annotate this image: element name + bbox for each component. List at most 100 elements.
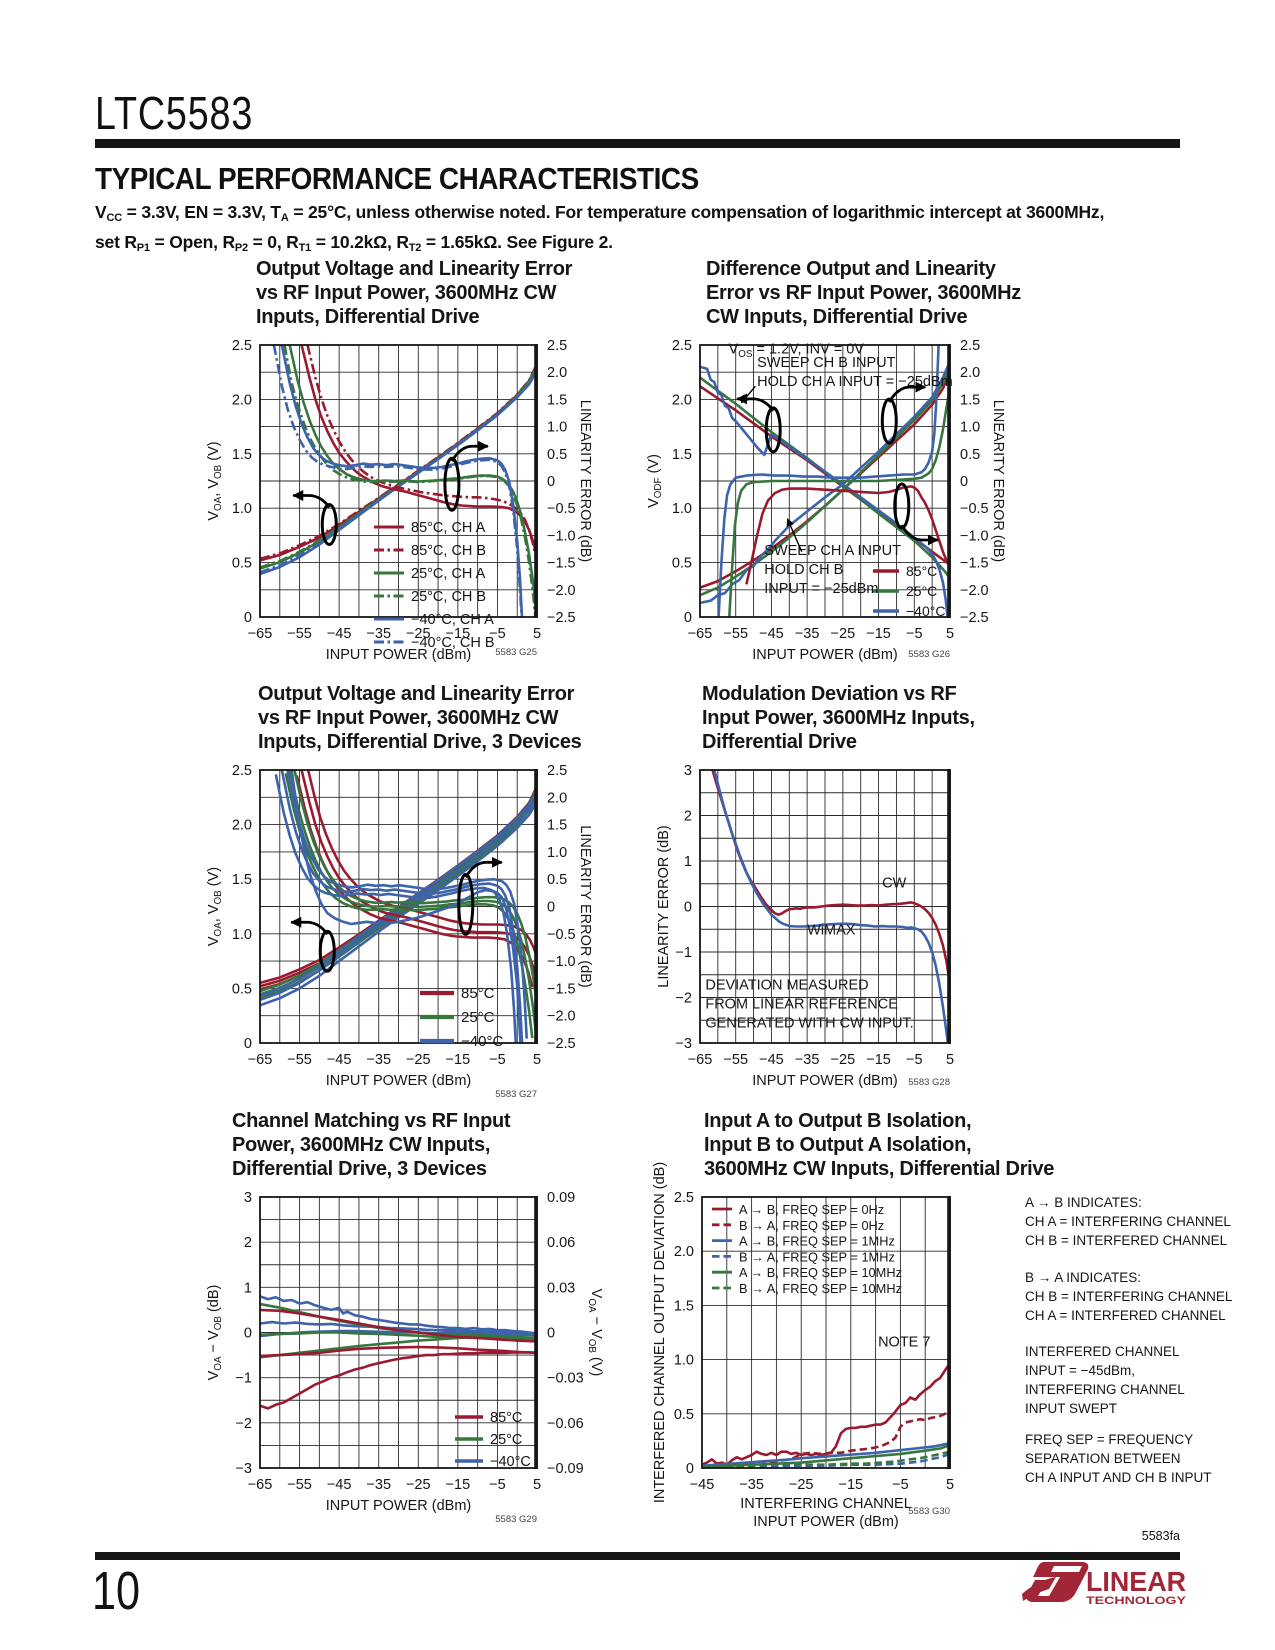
x-axis-title: INPUT POWER (dBm): [752, 1073, 898, 1089]
section-title: TYPICAL PERFORMANCE CHARACTERISTICS: [95, 161, 699, 196]
x-tick-label: −35: [795, 1052, 820, 1068]
series-g26-7: [728, 386, 950, 617]
y-left-tick-label: 0.5: [674, 1407, 694, 1423]
logo-mark-main: [1026, 1562, 1089, 1602]
y-left-axis-title: LINEARITY ERROR (dB): [656, 825, 672, 988]
y-right-tick-label: 1.5: [547, 818, 567, 834]
y-right-tick-label: −0.03: [547, 1371, 584, 1387]
x-tick-label: 5: [946, 626, 954, 642]
y-right-tick-label: −0.09: [547, 1461, 584, 1477]
annotation-text: INPUT = −25dBm: [764, 581, 878, 597]
series-group: [711, 770, 950, 1043]
chart-title-line: Difference Output and Linearity: [706, 258, 997, 280]
y-left-tick-label: 2.5: [232, 763, 252, 779]
y-right-tick-label: 2.5: [547, 763, 567, 779]
y-right-tick-label: 2.0: [547, 790, 567, 806]
y-left-tick-label: 2.0: [674, 1244, 694, 1260]
chart-title-line: Differential Drive, 3 Devices: [232, 1158, 487, 1180]
y-right-tick-label: −0.5: [547, 927, 576, 943]
series-group: [260, 1295, 537, 1410]
chart-code: 5583 G30: [908, 1506, 950, 1517]
y-right-tick-label: −1.5: [547, 556, 576, 572]
chart-title-line: Channel Matching vs RF Input: [232, 1110, 511, 1132]
chart-title-line: Input B to Output A Isolation,: [704, 1134, 971, 1156]
y-right-tick-label: 2.0: [547, 365, 567, 381]
y-left-tick-label: −3: [675, 1036, 692, 1052]
y-left-tick-label: 3: [684, 763, 692, 779]
x-axis-title: INPUT POWER (dBm): [752, 647, 898, 663]
header-rule: [95, 139, 1180, 148]
y-right-tick-label: 0: [547, 900, 555, 916]
x-axis-title: INPUT POWER (dBm): [753, 1514, 899, 1530]
legend-label: 25°C, CH B: [411, 589, 486, 605]
series-g27-5: [280, 770, 524, 1043]
y-right-tick-label: 0: [960, 474, 968, 490]
y-right-tick-label: −1.0: [547, 954, 576, 970]
y-right-tick-label: −1.0: [960, 528, 989, 544]
side-note-line: A → B INDICATES:: [1025, 1195, 1142, 1210]
annotation-text: WiMAX: [807, 923, 856, 939]
chart-title-line: vs RF Input Power, 3600MHz CW: [258, 707, 559, 729]
series-g27-3: [306, 770, 537, 962]
y-right-axis-title: LINEARITY ERROR (dB): [577, 825, 593, 988]
axis-flow-arrow: [292, 490, 331, 509]
series-g29-5: [260, 1335, 537, 1359]
y-left-tick-label: 2.0: [672, 392, 692, 408]
x-axis-title: INTERFERING CHANNEL: [740, 1496, 912, 1512]
chart-title-line: vs RF Input Power, 3600MHz CW: [256, 282, 557, 304]
chart-title-line: CW Inputs, Differential Drive: [706, 306, 968, 328]
legend-label: B → A, FREQ SEP = 1MHz: [739, 1249, 895, 1264]
x-tick-label: −15: [446, 626, 471, 642]
annotation-text: VOS = 1.2V, INV = 0V: [729, 342, 865, 360]
series-g26-2: [700, 365, 949, 617]
linear-technology-logo: LINEAR TECHNOLOGY: [1022, 1562, 1187, 1607]
legend-label: A → B, FREQ SEP = 10MHz: [739, 1265, 902, 1280]
y-right-tick-label: 0.5: [547, 447, 567, 463]
axis-flow-ellipse: [880, 397, 898, 445]
y-right-tick-label: 1.5: [547, 392, 567, 408]
axis-flow-ellipse: [443, 456, 461, 512]
x-tick-label: −55: [287, 1052, 312, 1068]
chart-title-line: Output Voltage and Linearity Error: [258, 683, 575, 705]
y-left-tick-label: −1: [675, 945, 692, 961]
legend-label: −40°C: [461, 1033, 503, 1050]
doc-revision-code: 5583fa: [1141, 1529, 1180, 1543]
annotation-text: SWEEP CH A INPUT: [764, 543, 901, 559]
y-right-tick-label: 2.0: [960, 365, 980, 381]
y-right-tick-label: 2.5: [960, 338, 980, 354]
y-right-tick-label: 1.5: [960, 392, 980, 408]
series-g25-10: [280, 345, 524, 617]
x-tick-label: −55: [723, 626, 748, 642]
y-right-tick-label: −1.5: [960, 556, 989, 572]
y-right-tick-label: −2.0: [547, 583, 576, 599]
x-tick-label: −45: [327, 626, 352, 642]
chart-code: 5583 G28: [908, 1077, 950, 1088]
axis-flow-ellipse: [318, 929, 336, 973]
y-left-tick-label: 2: [244, 1235, 252, 1251]
y-left-tick-label: 3: [244, 1190, 252, 1206]
y-right-tick-label: −0.5: [960, 501, 989, 517]
series-g25-8: [288, 345, 537, 609]
series-g29-6: [260, 1308, 537, 1343]
legend-label: 85°C: [490, 1410, 522, 1426]
side-note-line: CH A = INTERFERED CHANNEL: [1025, 1308, 1226, 1323]
y-left-tick-label: 2: [684, 809, 692, 825]
y-left-tick-label: 1.0: [674, 1353, 694, 1369]
y-left-tick-label: −1: [235, 1371, 252, 1387]
annotation-text: HOLD CH A INPUT = −25dBm: [757, 374, 953, 390]
side-note-line: CH A INPUT AND CH B INPUT: [1025, 1470, 1212, 1485]
series-g27-5: [286, 770, 528, 1039]
axis-flow-ellipse: [764, 406, 782, 454]
x-tick-label: −35: [366, 1477, 391, 1493]
axis-flow-arrow: [900, 524, 939, 546]
x-tick-label: −15: [838, 1477, 863, 1493]
y-right-tick-label: −2.5: [547, 1036, 576, 1052]
legend-label: 25°C: [461, 1009, 495, 1026]
chart-title-line: Input A to Output B Isolation,: [704, 1110, 971, 1132]
y-right-tick-label: 0.06: [547, 1235, 575, 1251]
x-tick-label: −35: [366, 1052, 391, 1068]
